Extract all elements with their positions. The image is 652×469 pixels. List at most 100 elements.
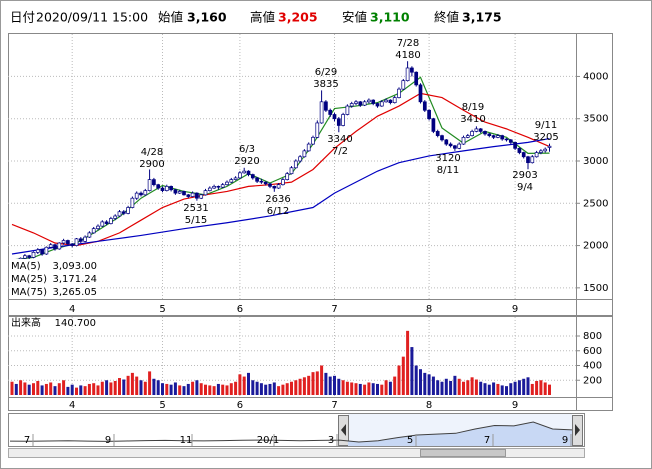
volume-bar (195, 380, 199, 395)
scrollbar[interactable] (8, 448, 585, 458)
candle-body (341, 114, 345, 126)
volume-bar (191, 381, 195, 395)
volume-bar (341, 380, 345, 395)
candle-body (508, 139, 513, 143)
candle-body (414, 71, 419, 86)
x-tick-label: 4 (69, 400, 75, 411)
legend-box (9, 259, 101, 299)
candle-body (147, 179, 152, 191)
low-label: 安値 (342, 10, 367, 25)
candle-body (57, 242, 62, 250)
volume-bar (470, 377, 474, 395)
volume-bar (376, 383, 379, 395)
volume-bar (130, 372, 134, 395)
x-tick-label: 5 (159, 400, 165, 411)
header: 日付 2020/09/11 15:00 始値 3,160 高値 3,205 安値… (10, 10, 502, 25)
candle-body (35, 249, 40, 253)
candle-body (543, 148, 548, 152)
candle-body (517, 147, 522, 153)
volume-bar (268, 383, 272, 395)
volume-bar (406, 330, 410, 395)
x-tick-label: 7 (331, 304, 337, 315)
volume-bar (169, 384, 173, 395)
annotation-value: 3205 (533, 132, 558, 143)
volume-bar (285, 383, 289, 395)
candle-body (405, 67, 410, 82)
candle-body (362, 101, 367, 106)
volume-bar (83, 386, 87, 395)
handle-arrow (341, 424, 346, 436)
volume-bar (161, 383, 164, 395)
volume-bar (492, 382, 496, 395)
volume-bar (397, 365, 401, 395)
candle-body (229, 179, 234, 183)
volume-bar (238, 374, 242, 395)
open: 3,160 (187, 10, 227, 25)
candle-body (547, 145, 552, 148)
candle-body (70, 243, 75, 246)
legend-value: 3,093.00 (52, 261, 97, 272)
high: 3,205 (278, 10, 318, 25)
candle-body (465, 135, 470, 138)
volume-bar (247, 372, 250, 395)
annotation-date: 4/28 (141, 147, 163, 158)
volume-bar (49, 382, 53, 395)
candle-body (388, 99, 393, 104)
volume-bar (178, 385, 182, 395)
volume-bar (483, 383, 487, 395)
volume-bar (517, 380, 521, 395)
candle-body (186, 194, 191, 197)
volume-bar (139, 380, 143, 395)
scrollbar-thumb[interactable] (420, 449, 506, 457)
volume-bar (152, 378, 156, 395)
candle-body (358, 101, 363, 106)
candle-body (96, 225, 100, 230)
candle-body (190, 192, 195, 197)
candle-body (431, 118, 436, 132)
candle-body (384, 99, 388, 103)
candle-body (444, 139, 449, 145)
volume-bar (548, 384, 551, 395)
close: 3,175 (462, 10, 502, 25)
volume-bar (462, 381, 465, 395)
volume-bar (251, 380, 255, 395)
volume-bar (380, 384, 384, 395)
candle-body (285, 173, 290, 180)
navigator-area (348, 422, 572, 446)
candle-body (483, 131, 487, 135)
volume-bar (393, 376, 397, 395)
volume-bar (225, 385, 229, 395)
volume-bar (32, 383, 35, 395)
candle-body (336, 118, 341, 126)
volume-bar (526, 377, 530, 395)
candle-body (539, 150, 543, 153)
volume-bar (543, 382, 547, 395)
volume-bar (53, 386, 57, 395)
annotation-value: 2903 (512, 170, 537, 181)
candle-body (113, 215, 118, 219)
moving-average-line (11, 92, 550, 247)
volume-bar (535, 380, 539, 395)
legend-value: 3,265.05 (52, 287, 97, 298)
volume-bar (298, 378, 302, 395)
navigator-label: 11 (180, 435, 193, 446)
candle-body (268, 183, 272, 187)
volume-bar (333, 375, 336, 395)
volume-bar (401, 356, 405, 395)
candle-body (78, 238, 83, 242)
volume-title: 出来高 (11, 316, 41, 329)
candle-body (401, 80, 406, 90)
candle-body (530, 156, 535, 164)
candle-body (513, 142, 517, 149)
legend-name: MA(25) (11, 274, 47, 285)
candle-body (375, 103, 380, 107)
candle-body (40, 249, 44, 255)
volume-bar (135, 376, 139, 395)
candle-body (27, 255, 32, 258)
navigator-label: 7 (24, 435, 30, 446)
annotation-value: 3340 (327, 134, 352, 145)
candle-body (61, 240, 66, 244)
volume-bar (363, 384, 367, 395)
volume-bar (457, 378, 461, 395)
volume-bar (436, 380, 440, 395)
